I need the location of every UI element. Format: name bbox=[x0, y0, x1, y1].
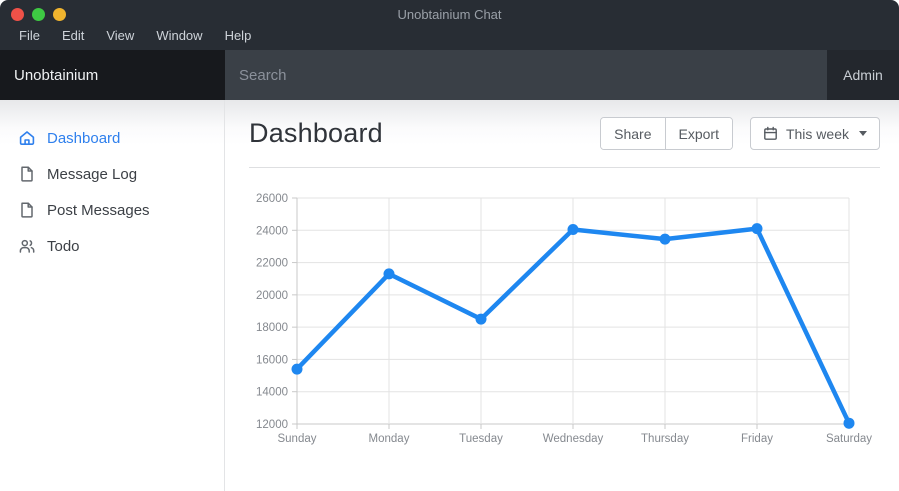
svg-text:Thursday: Thursday bbox=[641, 433, 689, 445]
file-icon bbox=[18, 165, 36, 183]
export-button[interactable]: Export bbox=[664, 118, 732, 149]
sidebar-item-label: Dashboard bbox=[47, 129, 121, 147]
sidebar-item-todo[interactable]: Todo bbox=[0, 228, 224, 264]
zoom-window-icon[interactable] bbox=[53, 8, 66, 21]
svg-text:18000: 18000 bbox=[256, 322, 288, 334]
menu-file[interactable]: File bbox=[19, 28, 40, 43]
svg-text:16000: 16000 bbox=[256, 354, 288, 366]
sidebar-item-dashboard[interactable]: Dashboard bbox=[0, 120, 224, 156]
sidebar-item-label: Post Messages bbox=[47, 201, 150, 219]
menu-view[interactable]: View bbox=[106, 28, 135, 43]
chevron-down-icon bbox=[859, 131, 867, 136]
titlebar: Unobtainium Chat File Edit View Window H… bbox=[0, 0, 899, 50]
minimize-window-icon[interactable] bbox=[32, 8, 45, 21]
svg-text:Monday: Monday bbox=[369, 433, 410, 445]
sidebar: Dashboard Message Log Po bbox=[0, 100, 225, 491]
svg-text:26000: 26000 bbox=[256, 193, 288, 205]
date-range-label: This week bbox=[785, 125, 849, 142]
sidebar-item-post-messages[interactable]: Post Messages bbox=[0, 192, 224, 228]
body: Dashboard Message Log Po bbox=[0, 100, 899, 491]
menu-help[interactable]: Help bbox=[224, 28, 252, 43]
menu-window[interactable]: Window bbox=[156, 28, 203, 43]
close-window-icon[interactable] bbox=[11, 8, 24, 21]
share-export-group: Share Export bbox=[600, 117, 733, 150]
svg-text:14000: 14000 bbox=[256, 387, 288, 399]
search-input[interactable] bbox=[225, 50, 827, 100]
svg-text:Friday: Friday bbox=[741, 433, 773, 445]
user-menu[interactable]: Admin bbox=[827, 50, 899, 100]
page-title: Dashboard bbox=[249, 118, 383, 148]
sidebar-item-label: Message Log bbox=[47, 165, 138, 183]
svg-text:Saturday: Saturday bbox=[826, 433, 872, 445]
share-button[interactable]: Share bbox=[601, 118, 665, 149]
messages-chart: 12000 14000 16000 18000 20000 22000 24000 26000… bbox=[250, 185, 880, 460]
sidebar-item-message-log[interactable]: Message Log bbox=[0, 156, 224, 192]
page-header: Dashboard Share Export bbox=[249, 100, 880, 168]
calendar-icon bbox=[763, 126, 778, 141]
svg-text:12000: 12000 bbox=[256, 419, 288, 431]
svg-text:Wednesday: Wednesday bbox=[543, 433, 604, 445]
home-icon bbox=[18, 129, 36, 147]
menubar: File Edit View Window Help bbox=[8, 25, 262, 46]
users-icon bbox=[18, 237, 36, 255]
menu-edit[interactable]: Edit bbox=[61, 28, 85, 43]
date-range-dropdown[interactable]: This week bbox=[749, 117, 880, 150]
svg-text:20000: 20000 bbox=[256, 290, 288, 302]
window-title: Unobtainium Chat bbox=[397, 7, 502, 22]
sidebar-item-label: Todo bbox=[47, 237, 80, 255]
file-icon bbox=[18, 201, 36, 219]
brand-title: Unobtainium bbox=[0, 50, 225, 100]
svg-text:24000: 24000 bbox=[256, 225, 288, 237]
main-content: Dashboard Share Export bbox=[225, 100, 899, 491]
traffic-lights bbox=[11, 8, 66, 21]
svg-text:Sunday: Sunday bbox=[277, 433, 316, 445]
svg-text:22000: 22000 bbox=[256, 258, 288, 270]
svg-text:Tuesday: Tuesday bbox=[459, 433, 503, 445]
app-header: Unobtainium Admin bbox=[0, 50, 899, 100]
line-chart: 12000 14000 16000 18000 20000 22000 24000 26000… bbox=[256, 193, 872, 445]
page-actions: Share Export This week bbox=[600, 117, 880, 150]
search-bar bbox=[225, 50, 827, 100]
